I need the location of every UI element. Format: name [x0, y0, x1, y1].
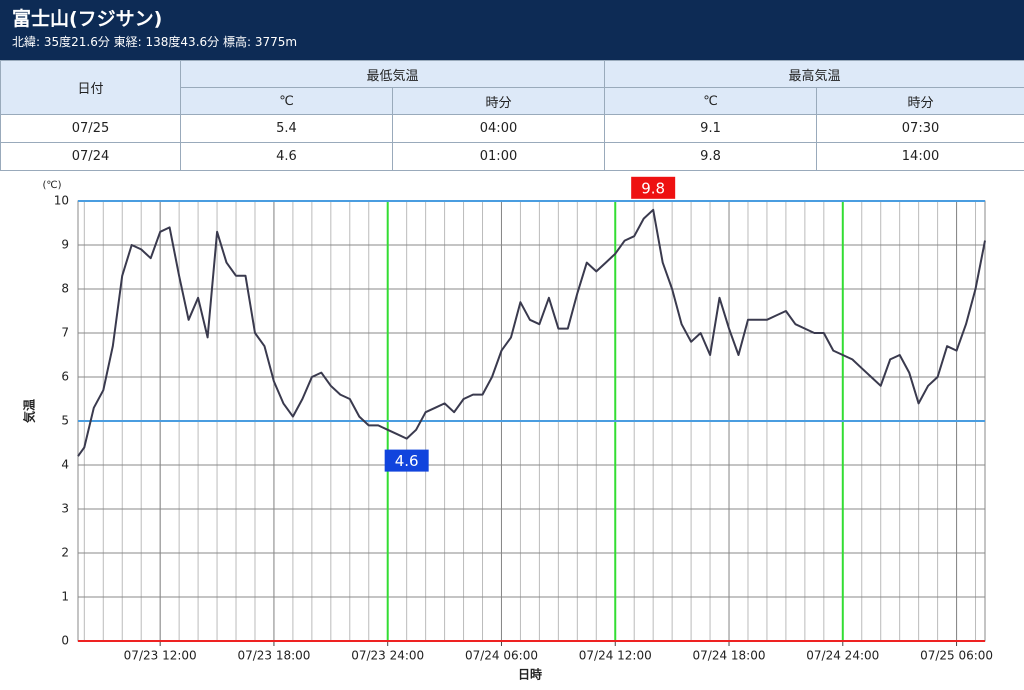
y-tick-label: 10	[54, 194, 69, 208]
header-cell: ℃	[180, 87, 393, 115]
annotation: 9.8	[631, 176, 676, 199]
x-tick-label: 07/23 24:00	[351, 649, 424, 663]
header-cell: 最高気温	[604, 60, 1024, 88]
annotation-label: 9.8	[641, 179, 665, 197]
header-cell: ℃	[604, 87, 818, 115]
summary-table: 日付 最低気温 最高気温 ℃ 時分 ℃ 時分 07/25 5.4 04:00 9.1 0…	[0, 60, 1024, 171]
y-axis-label: 気温	[22, 399, 37, 423]
y-tick-label: 1	[61, 590, 69, 604]
annotation: 4.6	[384, 449, 429, 472]
x-tick-label: 07/23 18:00	[237, 649, 310, 663]
y-tick-label: 4	[61, 458, 69, 472]
x-axis-label: 日時	[518, 667, 542, 682]
y-tick-label: 9	[61, 238, 69, 252]
header-cell: 日付	[0, 60, 181, 115]
x-tick-label: 07/23 12:00	[124, 649, 197, 663]
cell: 01:00	[391, 142, 606, 171]
title: 富士山(フジサン)	[12, 8, 163, 30]
x-tick-label: 07/24 18:00	[693, 649, 766, 663]
x-tick-label: 07/24 12:00	[579, 649, 652, 663]
header-cell: 最低気温	[179, 60, 606, 88]
y-tick-label: 3	[61, 502, 69, 516]
temperature-line	[77, 208, 986, 457]
y-tick-label: 6	[61, 370, 69, 384]
x-tick-label: 07/25 06:00	[920, 649, 993, 663]
cell: 9.8	[604, 142, 818, 171]
chart: (℃) 気温 日時 0 1 2 3 4 5 6 7 8 9 10 07/23 12:00 07/23 1…	[22, 176, 993, 682]
y-tick-label: 5	[61, 414, 69, 428]
header-cell: 時分	[816, 87, 1024, 115]
subtitle: 北緯: 35度21.6分 東経: 138度43.6分 標高: 3775m	[12, 35, 298, 49]
annotation-box	[384, 449, 429, 472]
cell: 14:00	[816, 142, 1024, 171]
x-tick-label: 07/24 24:00	[806, 649, 879, 663]
x-tick-label: 07/24 06:00	[465, 649, 538, 663]
header-cell: 時分	[391, 87, 606, 115]
annotation-label: 4.6	[395, 452, 419, 470]
cell: 07/25	[0, 114, 181, 143]
cell: 9.1	[604, 114, 818, 143]
header: 富士山(フジサン) 北緯: 35度21.6分 東経: 138度43.6分 標高:…	[0, 0, 1024, 60]
annotation-box	[631, 176, 676, 199]
cell: 04:00	[391, 114, 606, 143]
y-tick-label: 0	[61, 634, 69, 648]
y-tick-label: 2	[61, 546, 69, 560]
y-tick-label: 7	[61, 326, 69, 340]
cell: 4.6	[180, 142, 393, 171]
cell: 07/24	[0, 142, 181, 171]
y-unit: (℃)	[42, 180, 61, 191]
cell: 07:30	[816, 114, 1024, 143]
y-tick-label: 8	[61, 282, 69, 296]
cell: 5.4	[180, 114, 393, 143]
